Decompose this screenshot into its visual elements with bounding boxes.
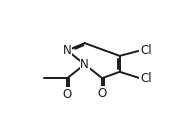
Text: Cl: Cl — [140, 44, 152, 57]
Text: O: O — [63, 88, 72, 101]
Text: Cl: Cl — [140, 72, 152, 85]
Text: O: O — [98, 87, 107, 100]
Text: N: N — [80, 58, 89, 71]
Text: N: N — [63, 44, 72, 57]
